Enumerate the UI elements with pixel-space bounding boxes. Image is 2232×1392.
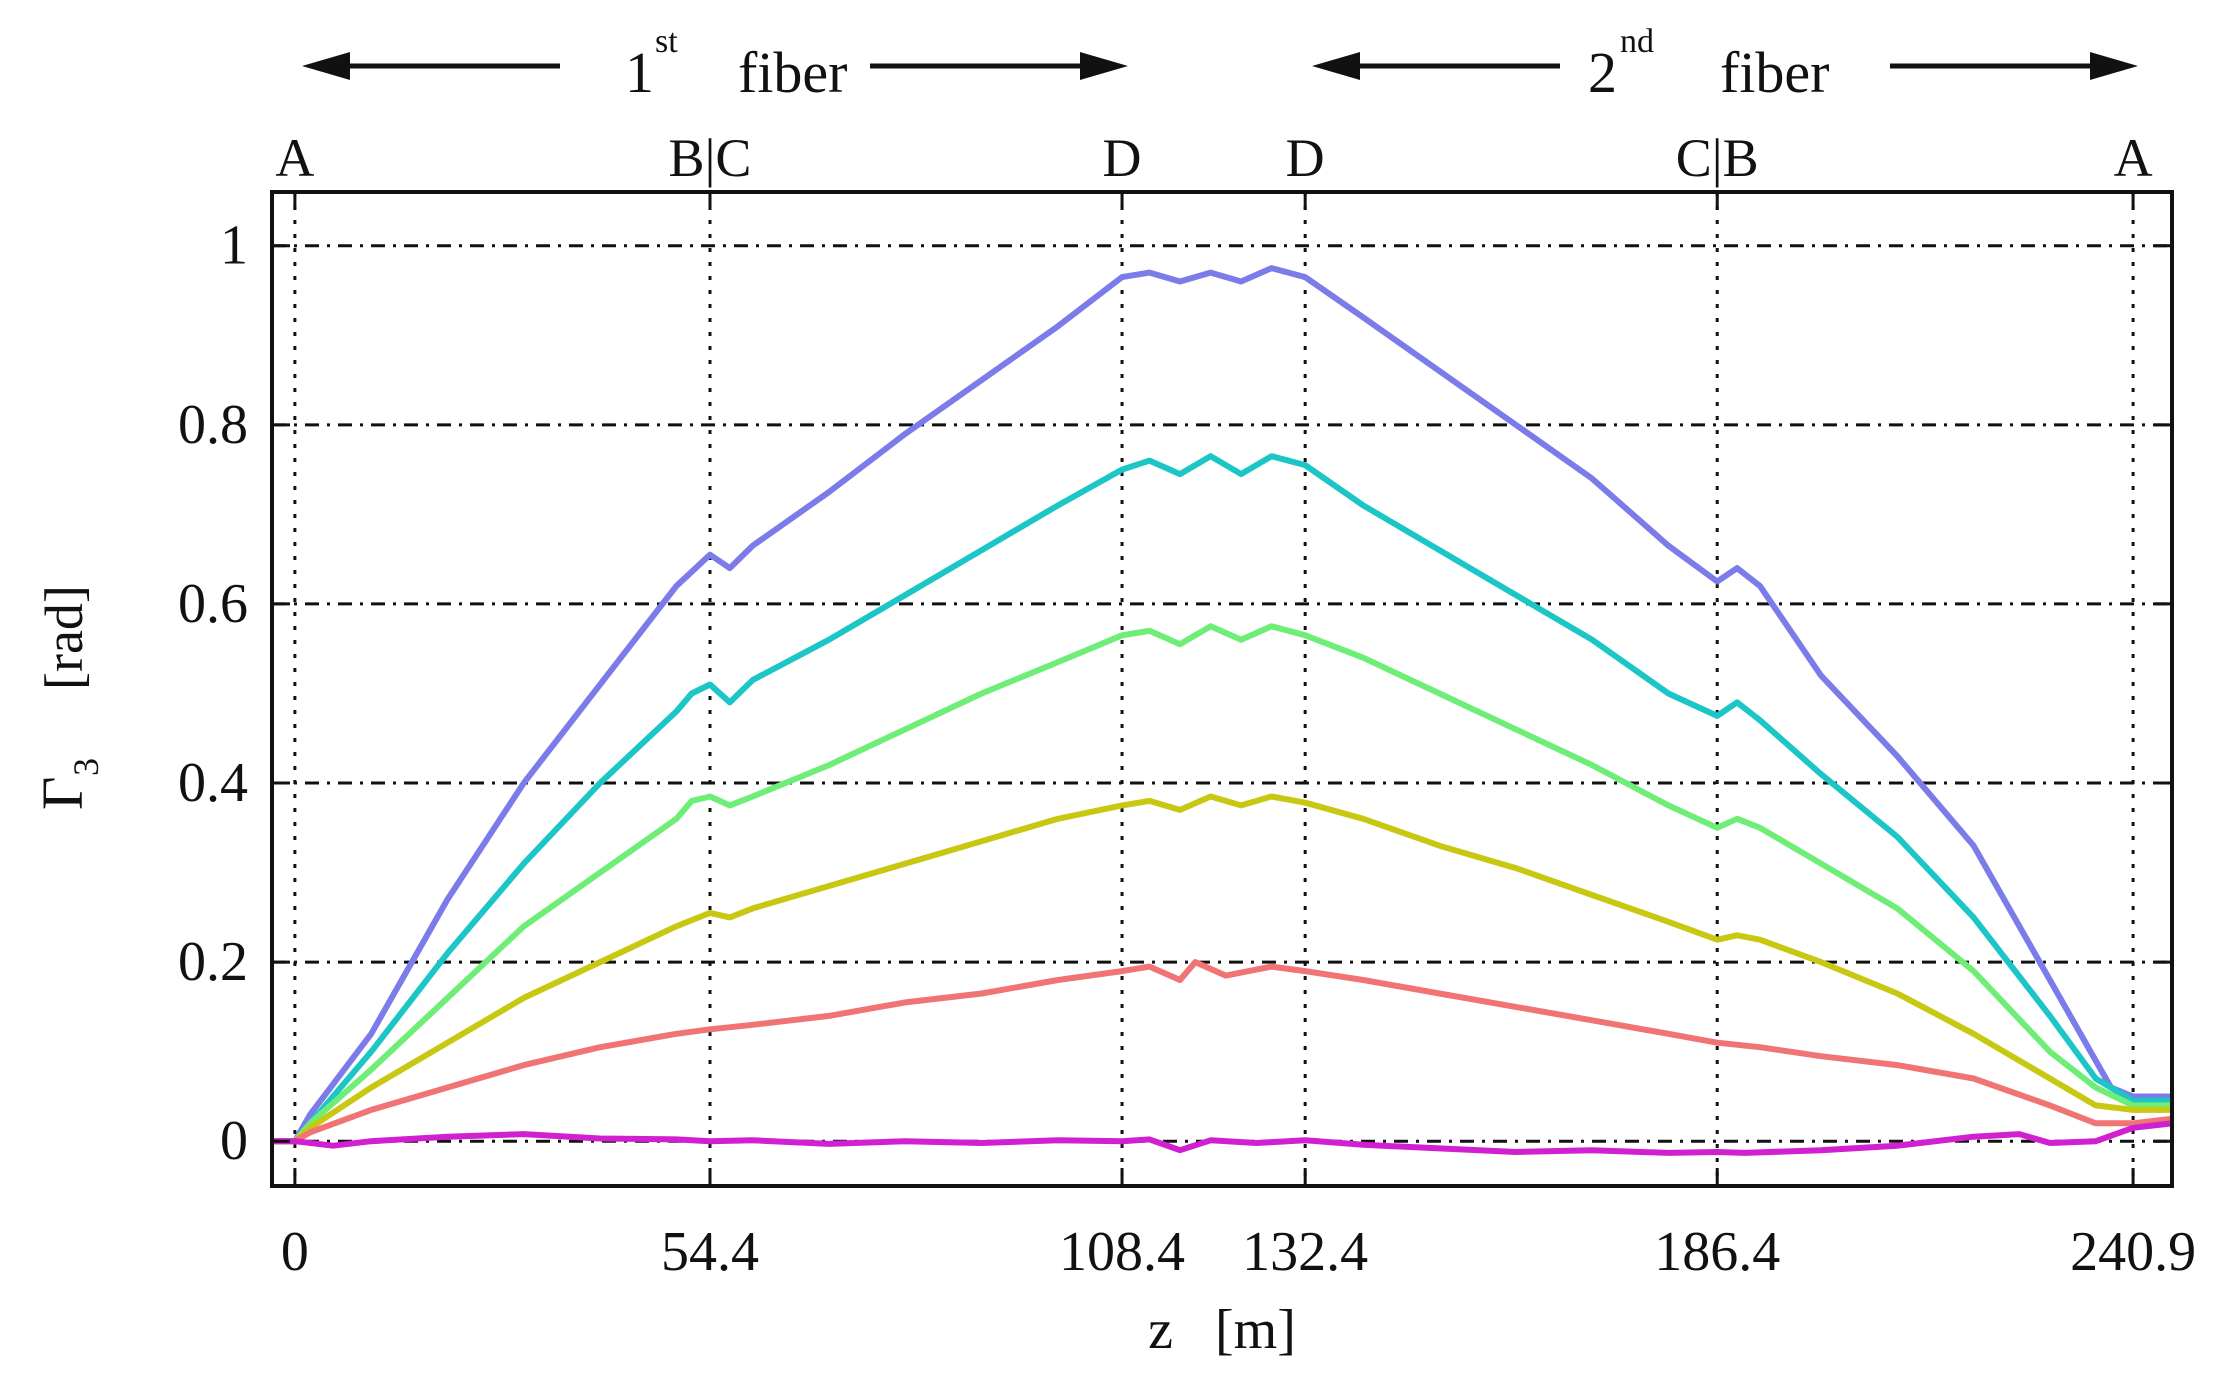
fiber-2-label: fiber [1720, 40, 1830, 105]
vertical-gridlines [293, 192, 2135, 1186]
fiber-annotation-2: 2 nd fiber [1312, 23, 2138, 105]
horizontal-gridlines [272, 244, 2172, 1143]
y-axis-unit: [rad] [34, 585, 94, 690]
fiber-1-label: fiber [738, 40, 848, 105]
x-tick-label-0: 0 [281, 1221, 309, 1283]
y-axis-subscript: 3 [66, 758, 106, 776]
plot-frame [270, 190, 2174, 1188]
y-tick-label-1: 1 [220, 215, 248, 277]
series-layer [272, 265, 2172, 1156]
top-label-b-c: B|C [669, 128, 752, 188]
x-tick-label-132-4: 132.4 [1242, 1221, 1368, 1283]
y-tick-label-0-8: 0.8 [178, 394, 248, 456]
series-1-line [272, 265, 2172, 1145]
y-tick-label-0: 0 [220, 1110, 248, 1172]
series-3-line [272, 623, 2172, 1145]
fiber-2-superscript: nd [1620, 23, 1654, 60]
tick-marks [272, 192, 2172, 1186]
series-2-line [272, 453, 2172, 1145]
y-tick-label-0-6: 0.6 [178, 573, 248, 635]
series-6-line [272, 1120, 2172, 1156]
series-4-line [272, 793, 2172, 1145]
x-axis-label: z [m] [1148, 1299, 1296, 1361]
fiber-annotation-1: 1 st fiber [302, 23, 1128, 105]
top-label-a-right: A [2114, 128, 2153, 188]
y-axis-label: Γ 3 [rad] [30, 585, 106, 810]
top-position-labels: A B|C D D C|B A [275, 128, 2152, 188]
y-axis-symbol: Γ [30, 776, 95, 810]
top-label-d-left: D [1103, 128, 1142, 188]
x-tick-label-240-9: 240.9 [2070, 1221, 2196, 1283]
series-5-line [272, 959, 2172, 1145]
top-label-d-right: D [1286, 128, 1325, 188]
fiber-1-number: 1 [625, 40, 654, 105]
y-tick-labels: 0 0.2 0.4 0.6 0.8 1 [178, 215, 248, 1172]
x-tick-label-108-4: 108.4 [1059, 1221, 1185, 1283]
y-tick-label-0-4: 0.4 [178, 752, 248, 814]
top-label-c-b: C|B [1676, 128, 1759, 188]
x-tick-label-186-4: 186.4 [1654, 1221, 1780, 1283]
x-tick-labels: 0 54.4 108.4 132.4 186.4 240.9 [281, 1221, 2196, 1283]
x-tick-label-54-4: 54.4 [661, 1221, 759, 1283]
fiber-1-superscript: st [655, 23, 678, 60]
top-label-a-left: A [275, 128, 314, 188]
fiber-2-number: 2 [1588, 40, 1617, 105]
y-tick-label-0-2: 0.2 [178, 931, 248, 993]
